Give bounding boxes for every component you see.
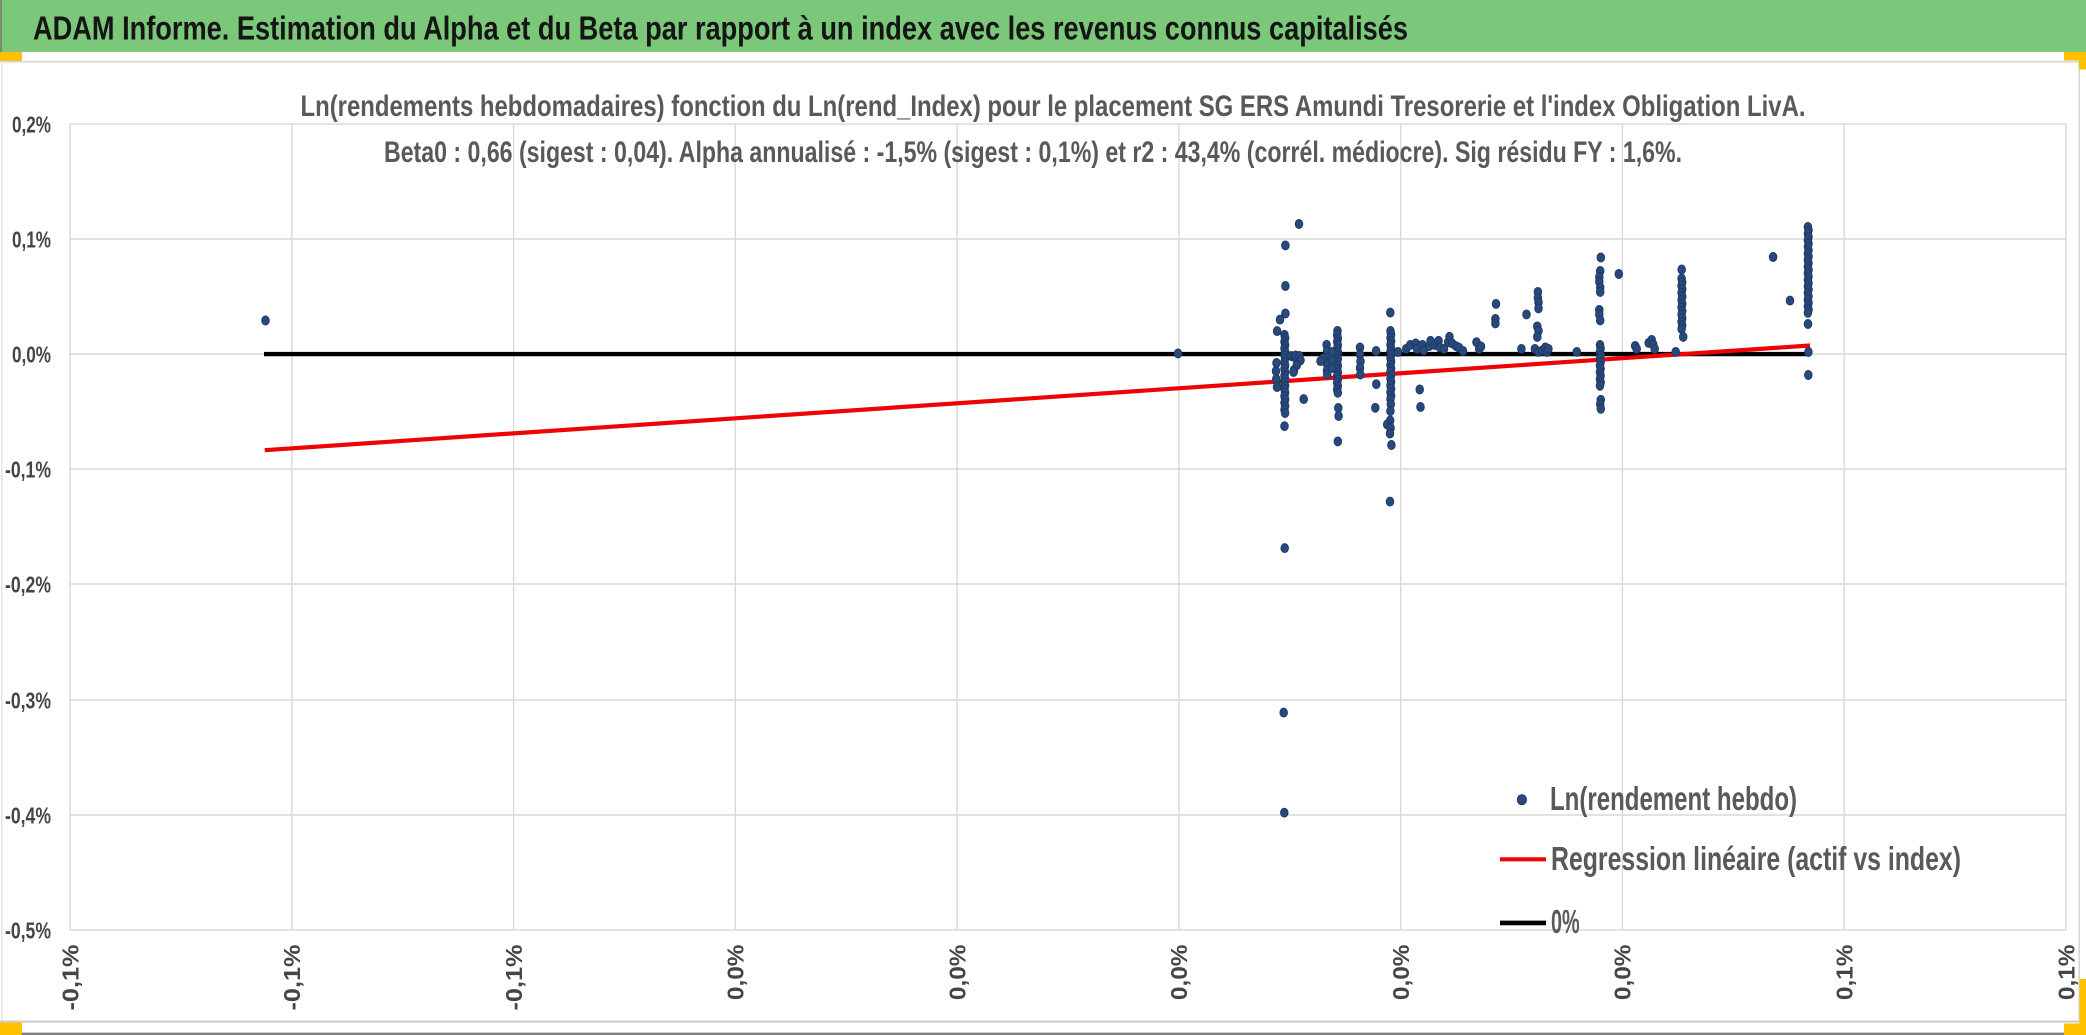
svg-text:0,1%: 0,1% <box>12 226 51 252</box>
svg-text:0%: 0% <box>1551 903 1580 940</box>
svg-text:Beta0 : 0,66 (sigest : 0,04).: Beta0 : 0,66 (sigest : 0,04). Alpha annu… <box>384 136 1682 169</box>
svg-text:ADAM Informe. Estimation du Al: ADAM Informe. Estimation du Alpha et du … <box>33 11 1408 48</box>
svg-text:-0,1%: -0,1% <box>279 945 305 1011</box>
svg-text:Ln(rendement hebdo): Ln(rendement hebdo) <box>1550 780 1797 817</box>
svg-text:0,0%: 0,0% <box>12 341 51 367</box>
svg-text:Regression linéaire (actif vs: Regression linéaire (actif vs index) <box>1551 840 1961 877</box>
svg-text:-0,1%: -0,1% <box>5 456 51 482</box>
svg-text:-0,1%: -0,1% <box>57 945 83 1011</box>
svg-text:-0,1%: -0,1% <box>501 945 527 1011</box>
svg-text:-0,5%: -0,5% <box>5 917 51 943</box>
svg-text:0,0%: 0,0% <box>944 945 970 1001</box>
svg-text:0,2%: 0,2% <box>12 111 51 137</box>
svg-text:0,0%: 0,0% <box>1166 945 1192 1001</box>
svg-text:-0,3%: -0,3% <box>5 687 51 713</box>
svg-text:0,0%: 0,0% <box>723 945 749 1001</box>
svg-text:-0,2%: -0,2% <box>5 571 51 597</box>
svg-text:-0,4%: -0,4% <box>5 802 51 828</box>
svg-text:0,0%: 0,0% <box>1388 945 1414 1001</box>
svg-text:Ln(rendements hebdomadaires) f: Ln(rendements hebdomadaires) fonction du… <box>301 90 1806 123</box>
svg-text:0,1%: 0,1% <box>2053 945 2079 1001</box>
svg-text:0,0%: 0,0% <box>1610 945 1636 1001</box>
svg-text:0,1%: 0,1% <box>1832 945 1858 1001</box>
